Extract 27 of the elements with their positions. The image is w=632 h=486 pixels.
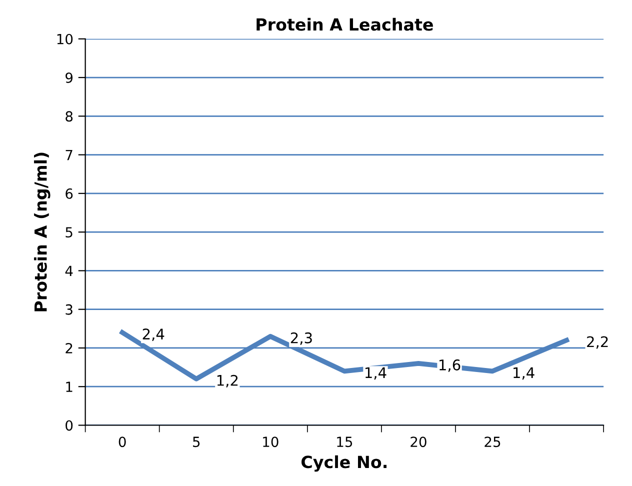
chart-title: Protein A Leachate (256, 18, 433, 31)
x-tick-label: 25 (484, 436, 500, 448)
x-tick-label: 20 (410, 436, 426, 448)
x-tick-label: 0 (118, 436, 126, 448)
y-tick-label: 7 (66, 150, 72, 160)
x-tick-label: 15 (337, 436, 352, 448)
y-tick-label: 1 (66, 382, 72, 392)
y-tick-label: 9 (66, 72, 73, 83)
data-label: 2,4 (142, 328, 164, 342)
y-tick-label: 10 (57, 34, 73, 44)
data-label: 2,2 (587, 336, 608, 349)
y-tick-label: 0 (66, 420, 73, 431)
y-tick-label: 4 (65, 266, 73, 276)
data-label: 1,4 (365, 367, 386, 380)
data-label: 1,4 (514, 367, 534, 380)
x-tick-label: 5 (193, 436, 200, 448)
y-tick-label: 2 (66, 342, 72, 354)
y-tick-label: 3 (66, 304, 72, 315)
x-tick-label: 10 (263, 436, 278, 448)
x-axis-title: Cycle No. (302, 455, 386, 472)
y-tick-label: 6 (66, 188, 73, 199)
y-tick-label: 8 (66, 111, 73, 122)
y-tick-label: 5 (66, 227, 72, 238)
y-axis-title: Protein A (ng/ml) (34, 152, 50, 312)
data-label: 2,3 (290, 332, 312, 345)
data-label: 1,2 (217, 374, 238, 388)
data-label: 1,6 (440, 359, 460, 372)
